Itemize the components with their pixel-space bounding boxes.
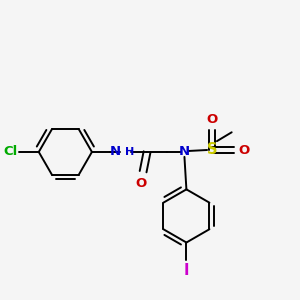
Text: Cl: Cl xyxy=(4,146,18,158)
Text: N: N xyxy=(179,146,190,158)
Text: H: H xyxy=(125,147,135,157)
Text: N: N xyxy=(109,146,121,158)
Text: O: O xyxy=(206,113,218,126)
Text: O: O xyxy=(136,177,147,190)
Text: I: I xyxy=(184,263,189,278)
Text: S: S xyxy=(207,142,217,158)
Text: O: O xyxy=(238,143,250,157)
